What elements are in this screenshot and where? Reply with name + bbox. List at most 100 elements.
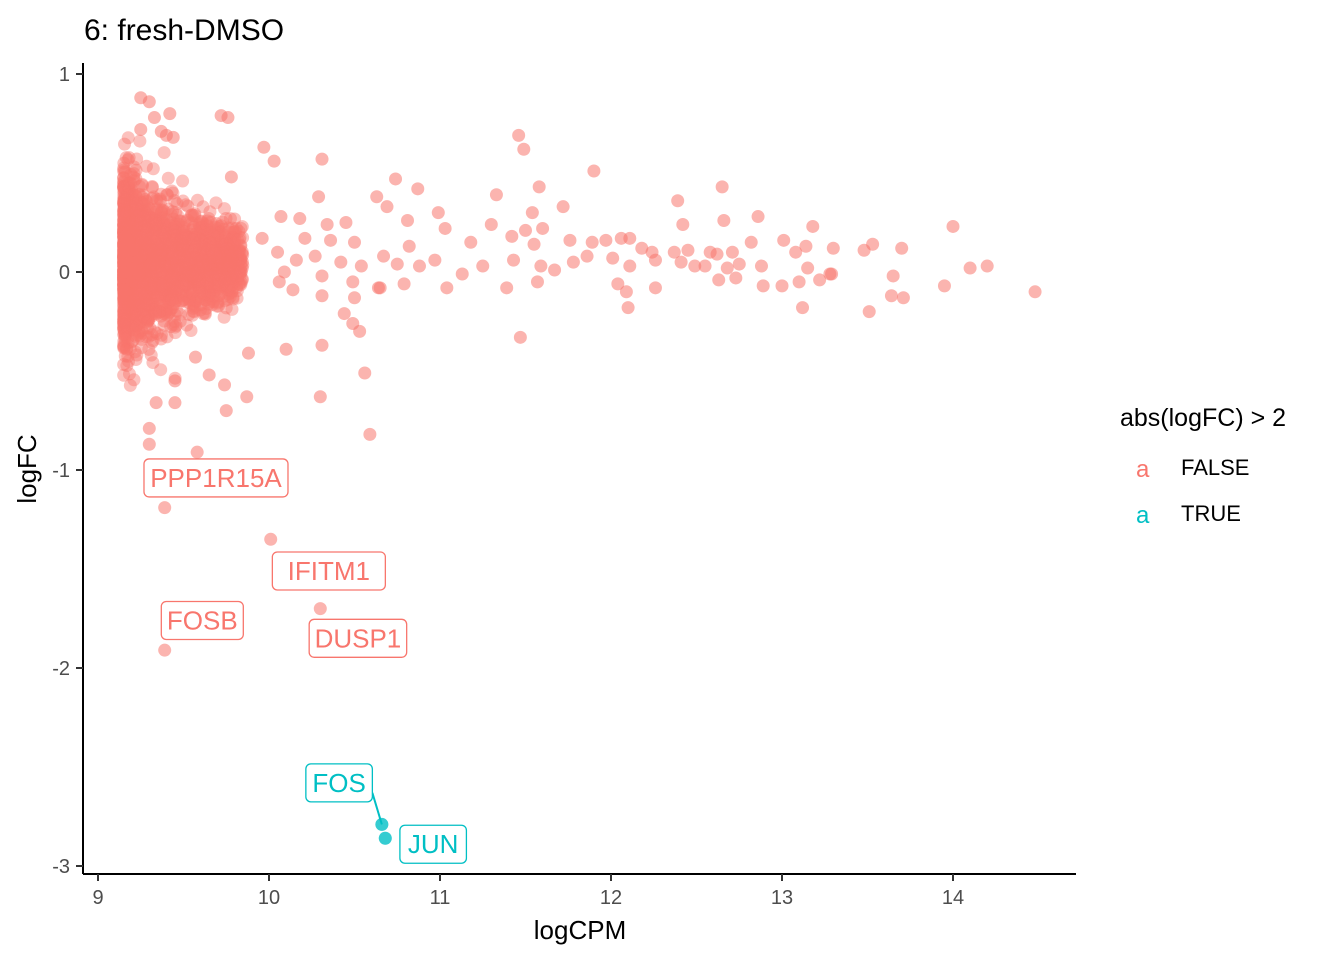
data-point xyxy=(176,266,190,280)
data-point xyxy=(232,243,246,257)
data-point xyxy=(117,196,131,210)
data-point xyxy=(207,250,221,264)
data-point xyxy=(185,223,199,237)
data-point xyxy=(298,231,312,245)
data-point xyxy=(117,179,131,193)
data-point xyxy=(191,230,205,244)
data-point xyxy=(150,248,164,262)
data-point xyxy=(117,184,131,198)
data-point xyxy=(123,205,137,219)
data-point xyxy=(196,200,210,214)
data-point xyxy=(172,276,186,290)
data-point xyxy=(126,239,140,253)
data-point xyxy=(129,281,143,295)
data-point xyxy=(143,227,157,241)
data-point xyxy=(144,261,158,275)
data-point xyxy=(128,228,142,242)
data-point xyxy=(123,176,137,190)
data-point xyxy=(121,284,135,298)
data-point xyxy=(886,269,900,283)
data-point xyxy=(397,277,411,291)
data-point xyxy=(157,318,171,332)
data-point xyxy=(120,251,134,265)
data-point xyxy=(194,290,208,304)
data-point xyxy=(525,206,539,220)
data-point xyxy=(214,261,228,275)
data-point xyxy=(159,302,173,316)
data-point xyxy=(862,305,876,319)
data-point xyxy=(117,163,131,177)
data-point xyxy=(234,265,248,279)
data-point xyxy=(117,240,131,254)
data-point xyxy=(142,216,156,230)
data-point xyxy=(117,339,131,353)
data-point xyxy=(162,274,176,288)
data-point xyxy=(208,247,222,261)
data-point xyxy=(179,251,193,265)
data-point xyxy=(154,328,168,342)
data-point xyxy=(119,151,133,165)
data-point xyxy=(126,308,140,322)
data-point xyxy=(229,245,243,259)
data-point xyxy=(198,222,212,236)
dense-point-cloud xyxy=(117,131,250,392)
data-point xyxy=(320,217,334,231)
data-point xyxy=(185,253,199,267)
data-point xyxy=(348,291,361,305)
data-point xyxy=(224,170,238,184)
data-point xyxy=(121,253,135,267)
data-point xyxy=(176,224,190,238)
data-point xyxy=(118,204,132,218)
labeled-point xyxy=(158,501,172,515)
data-point xyxy=(133,269,147,283)
data-point xyxy=(137,243,151,257)
data-point xyxy=(896,291,910,305)
data-point xyxy=(133,316,147,330)
data-point xyxy=(191,284,205,298)
data-point xyxy=(171,248,185,262)
data-point xyxy=(166,260,180,274)
data-point xyxy=(182,266,196,280)
data-point xyxy=(168,314,182,328)
data-point xyxy=(184,261,198,275)
x-tick-label: 14 xyxy=(942,887,964,909)
data-point xyxy=(119,201,133,215)
data-point xyxy=(160,289,174,303)
data-point xyxy=(117,196,131,210)
data-point xyxy=(176,174,190,188)
data-point xyxy=(200,261,214,275)
data-point xyxy=(120,244,134,258)
data-point xyxy=(192,219,206,233)
data-point xyxy=(222,249,236,263)
data-point xyxy=(131,265,145,279)
data-point xyxy=(140,233,154,247)
data-point xyxy=(183,293,197,307)
data-point xyxy=(117,254,131,268)
data-point xyxy=(182,264,196,278)
data-point xyxy=(530,275,544,289)
data-point xyxy=(117,327,131,341)
data-point xyxy=(202,280,216,294)
data-point xyxy=(137,195,151,209)
data-point xyxy=(124,183,138,197)
data-point xyxy=(123,296,137,310)
data-point xyxy=(137,308,151,322)
data-point xyxy=(222,246,236,260)
data-point xyxy=(156,241,170,255)
data-point xyxy=(165,270,179,284)
data-point xyxy=(208,253,222,267)
data-point xyxy=(117,292,131,306)
data-point xyxy=(133,252,147,266)
data-point xyxy=(145,180,159,194)
data-point xyxy=(158,243,172,257)
data-point xyxy=(187,273,201,287)
data-point xyxy=(189,230,203,244)
data-point xyxy=(161,268,175,282)
data-point xyxy=(153,222,167,236)
data-point xyxy=(149,218,163,232)
data-point xyxy=(315,152,329,166)
data-point xyxy=(136,249,150,263)
data-point xyxy=(233,243,247,257)
data-point xyxy=(826,241,840,255)
data-point xyxy=(122,311,136,325)
